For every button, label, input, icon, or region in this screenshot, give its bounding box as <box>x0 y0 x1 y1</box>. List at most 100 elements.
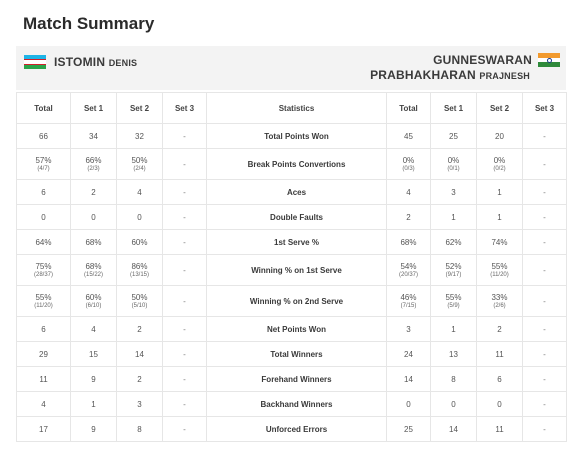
right-cell: 20 <box>476 123 523 149</box>
uzbekistan-flag-icon <box>24 55 46 69</box>
table-row: 4 1 3 - Backhand Winners 0 0 0 - <box>16 391 567 417</box>
left-cell: 68% <box>70 229 117 255</box>
stat-label: Total Winners <box>206 341 387 367</box>
left-cell: - <box>162 366 207 392</box>
cell-value: 1 <box>497 187 502 197</box>
cell-fraction: (7/15) <box>400 303 417 309</box>
cell-value: 3 <box>451 187 456 197</box>
right-cell: - <box>522 416 567 442</box>
left-cell: - <box>162 254 207 286</box>
left-cell: 64% <box>16 229 71 255</box>
left-cell: - <box>162 179 207 205</box>
cell-value: 46% <box>400 293 417 302</box>
cell-value: 9 <box>91 424 96 434</box>
left-cell: 6 <box>16 316 71 342</box>
left-cell: 4 <box>116 179 163 205</box>
cell-value: 86% <box>131 262 148 271</box>
left-cell: - <box>162 391 207 417</box>
stat-label: Unforced Errors <box>206 416 387 442</box>
cell-value: 6 <box>41 187 46 197</box>
cell-value: 14 <box>135 349 144 359</box>
left-cell: 66% (2/3) <box>70 148 117 180</box>
player-right-name-line1: GUNNESWARAN <box>433 53 532 67</box>
right-cell: 1 <box>430 204 477 230</box>
right-cell: 33% (2/6) <box>476 285 523 317</box>
player-left-name: ISTOMIN DENIS <box>54 55 137 69</box>
right-cell: 25 <box>430 123 477 149</box>
cell-value: - <box>543 237 546 247</box>
player-left: ISTOMIN DENIS <box>24 55 137 69</box>
cell-value: 4 <box>406 187 411 197</box>
header-right-set2: Set 2 <box>476 92 523 124</box>
table-row: 75% (28/37) 68% (15/22) 86% (13/15) - Winning %… <box>16 254 567 286</box>
cell-value: 0 <box>41 212 46 222</box>
cell-value: 9 <box>91 374 96 384</box>
right-cell: 25 <box>386 416 431 442</box>
cell-value: 2 <box>91 187 96 197</box>
right-cell: 0 <box>386 391 431 417</box>
right-cell: 13 <box>430 341 477 367</box>
cell-value: 60% <box>131 237 148 247</box>
left-cell: 1 <box>70 391 117 417</box>
right-cell: 68% <box>386 229 431 255</box>
left-cell: - <box>162 229 207 255</box>
cell-value: 2 <box>497 324 502 334</box>
cell-value: 50% <box>131 293 148 302</box>
cell-value: 57% <box>35 156 52 165</box>
left-cell: 2 <box>116 366 163 392</box>
player-right-first-name: PRAJNESH <box>479 71 530 81</box>
cell-value: 55% <box>445 293 462 302</box>
player-right-last-name: PRABHAKHARAN <box>370 68 476 82</box>
left-cell: 68% (15/22) <box>70 254 117 286</box>
right-cell: - <box>522 254 567 286</box>
cell-fraction: (20/37) <box>398 272 418 278</box>
right-cell: 2 <box>386 204 431 230</box>
left-cell: - <box>162 285 207 317</box>
right-cell: 0 <box>430 391 477 417</box>
cell-value: 55% <box>35 293 52 302</box>
left-cell: - <box>162 148 207 180</box>
right-cell: - <box>522 285 567 317</box>
left-cell: 8 <box>116 416 163 442</box>
left-cell: 9 <box>70 416 117 442</box>
cell-value: 0 <box>451 399 456 409</box>
right-cell: 14 <box>430 416 477 442</box>
right-cell: 54% (20/37) <box>386 254 431 286</box>
table-row: 11 9 2 - Forehand Winners 14 8 6 - <box>16 366 567 392</box>
cell-value: 68% <box>85 237 102 247</box>
left-cell: 2 <box>116 316 163 342</box>
header-statistics: Statistics <box>206 92 387 124</box>
stat-label: Forehand Winners <box>206 366 387 392</box>
left-cell: 34 <box>70 123 117 149</box>
cell-value: - <box>543 212 546 222</box>
cell-value: 62% <box>445 237 462 247</box>
right-cell: 1 <box>476 179 523 205</box>
right-cell: 0% (0/2) <box>476 148 523 180</box>
left-cell: 60% <box>116 229 163 255</box>
cell-value: 0% <box>447 156 460 165</box>
right-cell: 4 <box>386 179 431 205</box>
left-cell: 0 <box>116 204 163 230</box>
cell-value: - <box>183 237 186 247</box>
cell-value: 0 <box>137 212 142 222</box>
stat-label: Break Points Convertions <box>206 148 387 180</box>
right-cell: - <box>522 123 567 149</box>
cell-value: 25 <box>404 424 413 434</box>
cell-fraction: (9/17) <box>445 272 462 278</box>
right-cell: 0% (0/1) <box>430 148 477 180</box>
table-row: 57% (4/7) 66% (2/3) 50% (2/4) - Break Points Co… <box>16 148 567 180</box>
left-cell: 66 <box>16 123 71 149</box>
cell-value: 11 <box>495 349 504 359</box>
left-cell: 4 <box>70 316 117 342</box>
right-cell: 24 <box>386 341 431 367</box>
left-cell: 9 <box>70 366 117 392</box>
table-row: 64% 68% 60% - 1st Serve % 68% 62% 74% - <box>16 229 567 255</box>
cell-fraction: (5/9) <box>447 303 460 309</box>
player-left-first-name: DENIS <box>108 58 138 68</box>
cell-value: - <box>543 349 546 359</box>
right-cell: - <box>522 148 567 180</box>
cell-value: - <box>183 265 186 275</box>
cell-value: 13 <box>449 349 458 359</box>
stat-label: 1st Serve % <box>206 229 387 255</box>
table-row: 66 34 32 - Total Points Won 45 25 20 - <box>16 123 567 149</box>
